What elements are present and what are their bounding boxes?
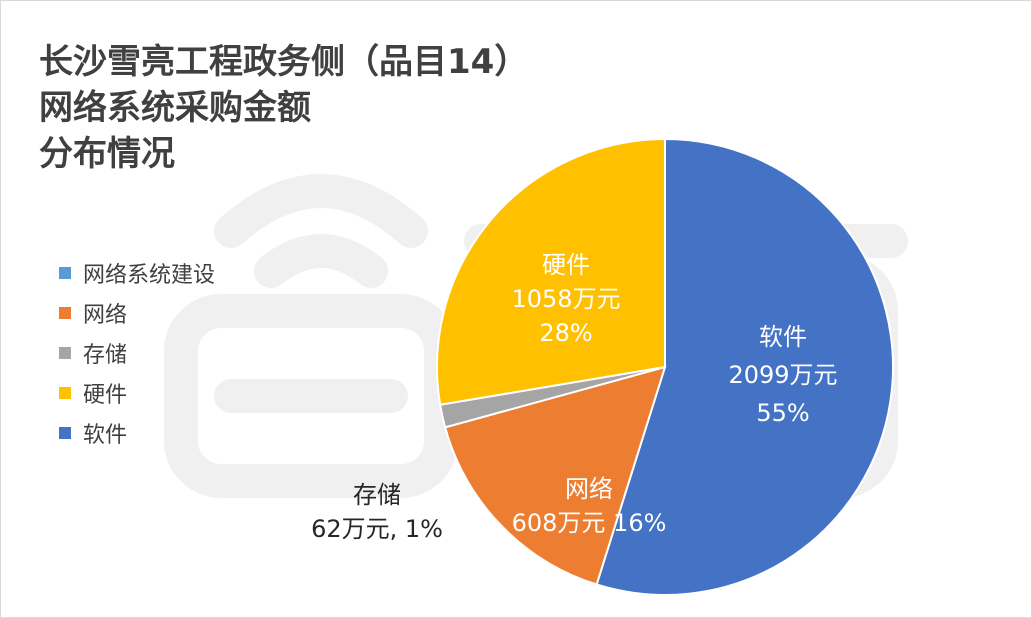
slice-data-label-2: 存储 62万元, 1% bbox=[311, 481, 443, 543]
pie-slice-4 bbox=[595, 137, 894, 596]
slice-data-label-line: 1058万元 bbox=[511, 285, 620, 313]
slice-data-label-3: 硬件 1058万元 28% bbox=[511, 251, 620, 347]
legend-swatch bbox=[59, 347, 71, 359]
legend-swatch bbox=[59, 307, 71, 319]
legend-swatch bbox=[59, 427, 71, 439]
pie-slice-3 bbox=[436, 137, 666, 406]
slice-data-label-line: 62万元, 1% bbox=[311, 515, 443, 543]
legend-label: 网络系统建设 bbox=[83, 263, 216, 288]
chart-title-line-1: 长沙雪亮工程政务侧（品目14） bbox=[39, 42, 529, 82]
legend-item-hardware: 硬件 bbox=[59, 373, 215, 413]
chart-legend: 网络系统建设 网络 存储 硬件 软件 bbox=[59, 253, 215, 453]
legend-label: 存储 bbox=[83, 343, 128, 368]
slice-data-label-line: 2099万元 bbox=[728, 361, 837, 389]
legend-label: 软件 bbox=[83, 423, 128, 448]
slice-data-label-line: 存储 bbox=[353, 481, 401, 509]
slice-data-label-4: 软件 2099万元 55% bbox=[728, 323, 837, 427]
legend-item-storage: 存储 bbox=[59, 333, 215, 373]
legend-item-network-system: 网络系统建设 bbox=[59, 253, 215, 293]
slice-data-label-line: 28% bbox=[539, 319, 592, 347]
pie-slice-1 bbox=[443, 365, 667, 586]
legend-item-network: 网络 bbox=[59, 293, 215, 333]
slice-data-label-line: 硬件 bbox=[542, 251, 590, 279]
legend-label: 网络 bbox=[83, 303, 128, 328]
slice-data-label-line: 55% bbox=[756, 399, 809, 427]
slice-data-label-line: 608万元 16% bbox=[512, 509, 667, 537]
slice-data-label-line: 网络 bbox=[565, 475, 613, 503]
slice-data-label-line: 软件 bbox=[759, 323, 807, 351]
legend-label: 硬件 bbox=[83, 383, 128, 408]
legend-swatch bbox=[59, 387, 71, 399]
legend-swatch bbox=[59, 267, 71, 279]
chart-title: 长沙雪亮工程政务侧（品目14） 网络系统采购金额 分布情况 bbox=[39, 39, 528, 177]
legend-item-software: 软件 bbox=[59, 413, 215, 453]
slice-data-label-1: 网络 608万元 16% bbox=[512, 475, 667, 537]
chart-title-line-3: 分布情况 bbox=[39, 134, 175, 174]
chart-title-line-2: 网络系统采购金额 bbox=[39, 88, 311, 128]
